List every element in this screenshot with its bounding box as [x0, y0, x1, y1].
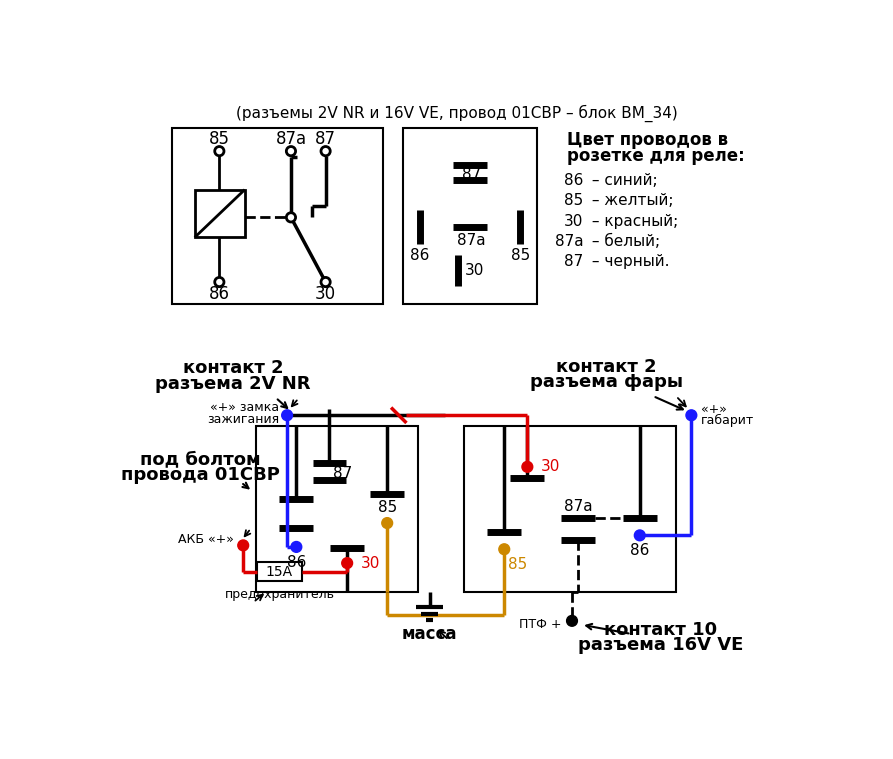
Text: – белый;: – белый;	[588, 234, 661, 249]
Bar	[171, 128, 383, 304]
Circle shape	[634, 530, 645, 540]
Text: 30: 30	[465, 263, 485, 278]
Text: 86: 86	[410, 248, 430, 263]
Text: масса: масса	[402, 625, 457, 643]
Text: 30: 30	[315, 285, 336, 303]
Circle shape	[287, 213, 296, 222]
Text: – черный.: – черный.	[588, 254, 670, 269]
Text: провода 01СВР: провода 01СВР	[121, 465, 280, 483]
Text: – красный;: – красный;	[588, 213, 679, 228]
Text: 87а: 87а	[457, 233, 486, 248]
Circle shape	[214, 146, 224, 156]
Text: розетке для реле:: розетке для реле:	[567, 146, 745, 165]
Bar	[195, 190, 245, 238]
Circle shape	[291, 541, 302, 553]
Bar	[256, 426, 418, 591]
Circle shape	[686, 410, 697, 420]
Circle shape	[287, 146, 296, 156]
Text: 87: 87	[564, 254, 583, 269]
Text: 85: 85	[378, 500, 396, 515]
Text: 15А: 15А	[266, 565, 293, 578]
Text: «+» замка: «+» замка	[210, 401, 280, 414]
Text: (разъемы 2V NR и 16V VE, провод 01СВР – блок BM_34): (разъемы 2V NR и 16V VE, провод 01СВР – …	[237, 105, 678, 122]
Bar	[257, 562, 302, 581]
Text: 86: 86	[287, 555, 306, 570]
Text: 87а: 87а	[563, 499, 592, 515]
Text: – синий;: – синий;	[588, 174, 658, 188]
Text: Цвет проводов в: Цвет проводов в	[567, 131, 728, 149]
Bar	[403, 128, 538, 304]
Bar	[464, 426, 676, 591]
Text: 30: 30	[361, 556, 380, 571]
Circle shape	[281, 410, 293, 420]
Text: 85: 85	[508, 557, 528, 572]
Circle shape	[321, 146, 330, 156]
Circle shape	[382, 518, 393, 528]
Text: 85: 85	[511, 248, 530, 263]
Text: предохранитель: предохранитель	[224, 588, 334, 601]
Text: 87: 87	[462, 167, 480, 181]
Text: габарит: габарит	[701, 414, 754, 427]
Text: 30: 30	[564, 213, 583, 228]
Circle shape	[567, 616, 578, 626]
Circle shape	[499, 544, 510, 555]
Text: разъема 2V NR: разъема 2V NR	[155, 375, 311, 392]
Circle shape	[238, 540, 248, 551]
Circle shape	[342, 558, 353, 568]
Text: 87: 87	[315, 130, 336, 148]
Text: 30: 30	[541, 459, 561, 474]
Text: разъема 16V VE: разъема 16V VE	[578, 637, 743, 654]
Text: 86: 86	[564, 174, 583, 188]
Text: 86: 86	[630, 543, 649, 559]
Text: 87а: 87а	[275, 130, 306, 148]
Text: контакт 10: контакт 10	[604, 621, 717, 639]
Text: зажигания: зажигания	[207, 413, 280, 426]
Text: 86: 86	[209, 285, 230, 303]
Text: контакт 2: контакт 2	[556, 357, 657, 376]
Text: – желтый;: – желтый;	[588, 194, 674, 209]
Text: 85: 85	[209, 130, 230, 148]
Text: «+»: «+»	[701, 402, 727, 416]
Text: разъема фары: разъема фары	[530, 373, 683, 391]
Circle shape	[522, 461, 533, 472]
Text: ПТФ +: ПТФ +	[519, 618, 561, 631]
Text: 87: 87	[333, 465, 353, 480]
Text: АКБ «+»: АКБ «+»	[178, 533, 234, 546]
Circle shape	[214, 278, 224, 287]
Text: 87а: 87а	[555, 234, 583, 248]
Text: контакт 2: контакт 2	[183, 359, 283, 377]
Text: под болтом: под болтом	[140, 450, 261, 468]
Circle shape	[321, 278, 330, 287]
Text: 85: 85	[564, 194, 583, 209]
